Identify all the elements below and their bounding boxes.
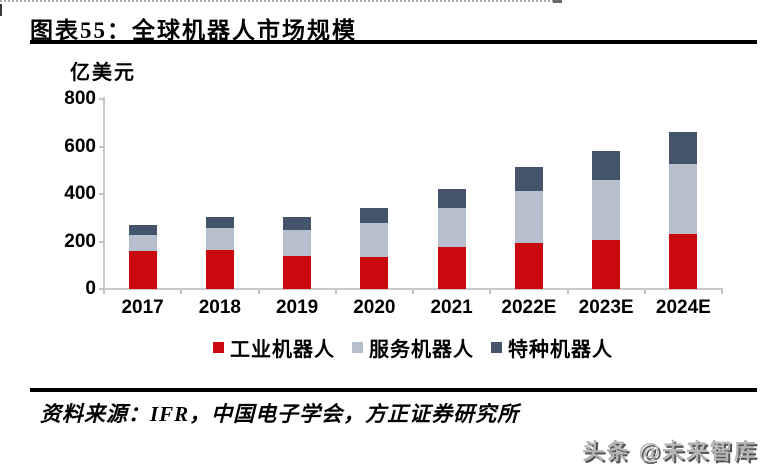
x-category-label: 2019: [275, 297, 319, 318]
x-tick-mark: [412, 289, 414, 294]
legend-item: 特种机器人: [491, 333, 613, 362]
bar-segment-工业机器人: [514, 242, 543, 289]
bar-segment-特种机器人: [437, 188, 466, 209]
x-tick-mark: [721, 289, 723, 294]
bar-segment-工业机器人: [669, 234, 698, 289]
y-tick-label: 200: [64, 230, 96, 252]
bar-segment-特种机器人: [360, 207, 389, 224]
y-axis-unit-label: 亿美元: [70, 62, 136, 84]
bar-segment-服务机器人: [514, 191, 543, 243]
legend-swatch: [491, 341, 502, 353]
y-tick-label: 800: [64, 88, 96, 109]
bar-segment-特种机器人: [514, 167, 543, 192]
bar-segment-特种机器人: [205, 216, 234, 229]
x-category-label: 2017: [121, 297, 164, 318]
y-tick-mark: [99, 240, 104, 243]
x-tick-mark: [257, 289, 260, 294]
legend-item: 工业机器人: [213, 333, 335, 362]
y-tick-mark: [99, 98, 104, 100]
x-tick-mark: [566, 289, 569, 294]
page-edge-mark: [0, 4, 2, 16]
y-axis-line: [103, 97, 105, 290]
x-tick-mark: [180, 289, 183, 294]
legend: 工业机器人 服务机器人 特种机器人: [104, 336, 722, 361]
bar-segment-工业机器人: [205, 249, 234, 289]
x-tick-mark: [489, 289, 492, 294]
top-dotted-border: [0, 0, 562, 2]
x-category-label: 2023E: [578, 297, 634, 318]
bar-segment-服务机器人: [669, 164, 698, 235]
bar-segment-工业机器人: [128, 250, 157, 289]
y-tick-label: 400: [64, 183, 96, 204]
x-tick-mark: [334, 289, 337, 294]
bar-segment-服务机器人: [205, 228, 234, 250]
bar-segment-特种机器人: [592, 150, 621, 180]
y-tick-label: 600: [64, 135, 96, 157]
x-category-label: 2020: [353, 297, 396, 318]
x-tick-mark: [643, 289, 646, 294]
legend-swatch: [213, 341, 224, 353]
source-rule: [30, 388, 757, 392]
x-tick-mark: [103, 289, 105, 294]
bar-segment-工业机器人: [437, 247, 466, 289]
bar-segment-特种机器人: [128, 224, 157, 235]
bar-segment-工业机器人: [283, 256, 312, 289]
bar-segment-工业机器人: [360, 256, 389, 289]
top-dotted-border-end: [553, 0, 562, 3]
y-tick-mark: [99, 193, 104, 195]
bar-segment-特种机器人: [669, 132, 698, 165]
watermark: 头条 @未来智库: [582, 439, 758, 464]
y-tick-mark: [99, 145, 104, 148]
bar-segment-服务机器人: [283, 230, 312, 257]
title-rule: [30, 40, 757, 44]
x-category-label: 2022E: [501, 297, 557, 318]
x-category-label: 2024E: [655, 297, 711, 318]
bar-segment-服务机器人: [592, 179, 621, 241]
legend-label: 服务机器人: [369, 338, 474, 361]
bar-segment-服务机器人: [437, 208, 466, 248]
bar-segment-服务机器人: [128, 234, 157, 251]
bar-segment-工业机器人: [592, 240, 621, 289]
source-text: 资料来源：IFR，中国电子学会，方正证券研究所: [40, 402, 520, 426]
legend-label: 工业机器人: [230, 338, 335, 361]
legend-label: 特种机器人: [508, 338, 613, 361]
bar-segment-特种机器人: [283, 217, 312, 231]
x-category-label: 2021: [430, 297, 473, 318]
x-category-label: 2018: [198, 297, 242, 318]
y-tick-mark: [99, 288, 104, 290]
y-tick-label: 0: [85, 278, 96, 299]
legend-item: 服务机器人: [352, 333, 474, 362]
chart-title: 图表55：全球机器人市场规模: [30, 18, 357, 43]
bar-segment-服务机器人: [360, 223, 389, 257]
legend-swatch: [352, 341, 363, 353]
